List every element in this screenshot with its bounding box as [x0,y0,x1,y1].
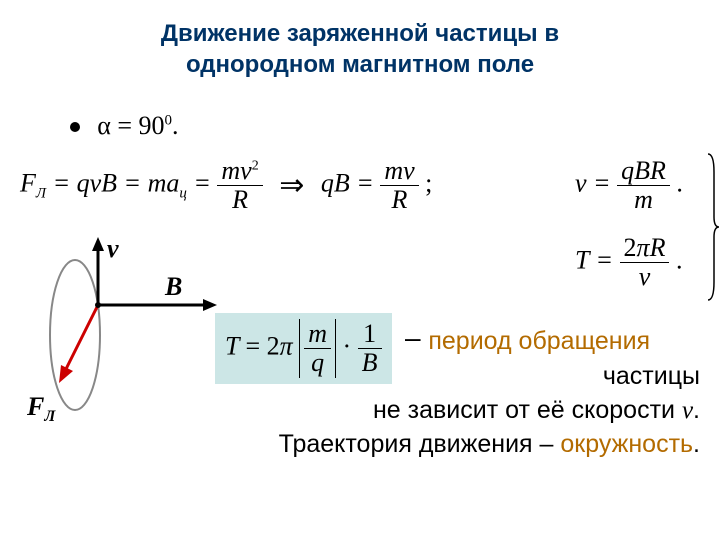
eq-p2: = [187,168,218,197]
frac-mv2-R: mv2 R [217,158,262,213]
frac1-num: mv [221,156,251,185]
conc-v: v [682,397,693,424]
a-sub: ц [179,186,187,202]
frac1-sup: 2 [252,158,259,173]
period-word: период обращения [428,327,650,355]
box-dot: · [342,331,357,360]
orbit-ellipse [50,260,100,410]
box-m: m [304,321,331,347]
slide-title: Движение заряженной частицы в однородном… [0,0,720,80]
alpha-text: α = 90 [97,111,164,140]
F-label: FЛ [26,392,56,425]
alpha-period: . [172,111,179,140]
vel-den: m [617,187,670,213]
vel-dot: . [676,168,683,197]
frac-qBR-m: qBR m [617,158,670,213]
alpha-sup: 0 [165,112,173,128]
right-brace-icon [706,152,720,302]
conc-line1: частицы [170,360,700,394]
frac2-den: R [380,187,418,213]
bullet-icon [70,122,80,132]
per-den: v [620,264,670,290]
F-symbol: F [20,168,36,197]
F-sub: Л [36,186,46,202]
B-label: B [164,272,182,301]
title-line-1: Движение заряженной частицы в [0,18,720,49]
frac2-num: mv [380,158,418,184]
frac1-den: R [217,187,262,213]
velocity-equation: v = qBR m . [575,158,710,213]
conclusion-text: частицы не зависит от её скорости v. Тра… [170,360,700,461]
frac-mv-R: mv R [380,158,418,213]
vel-num: qBR [617,158,670,184]
title-line-2: однородном магнитном поле [0,49,720,80]
conc-line3: Траектория движения – окружность. [170,428,700,462]
eq-p1: = qvB = ma [46,168,179,197]
implies-arrow: ⇒ [279,168,304,203]
T-lhs: T = [575,245,620,274]
per-dot: . [676,245,683,274]
semicolon: ; [425,168,432,197]
period-equation: T = 2πR v . [575,235,710,290]
period-label: – период обращения [405,322,650,356]
conc-line2: не зависит от её скорости v. [170,394,700,428]
v-label: v [107,235,119,263]
eq-p3: qB = [321,168,380,197]
conc-3a: Траектория движения – [279,430,561,458]
v-lhs: v = [575,168,617,197]
dash: – [405,322,428,353]
per-num: 2πR [620,235,670,261]
frac-2piR-v: 2πR v [620,235,670,290]
box-lhs: T = 2π [225,331,293,360]
conc-3c: . [693,430,700,458]
conc-2c: . [693,396,700,424]
conc-2a: не зависит от её скорости [373,396,682,424]
conc-circle-word: окружность [560,430,693,458]
box-1: 1 [358,321,382,347]
alpha-bullet: α = 900. [70,110,179,141]
